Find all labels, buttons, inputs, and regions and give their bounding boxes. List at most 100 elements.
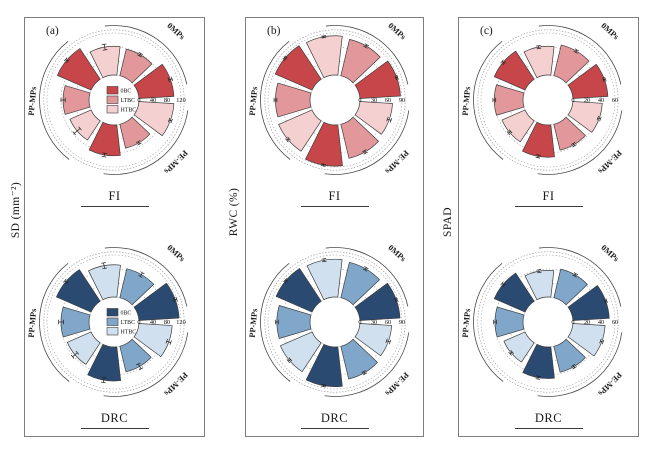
error-bar-PP-MPs-LTBC: [60, 97, 66, 103]
tick-label: 40: [150, 319, 156, 326]
rose-chart-spad-drc: 0 20 40 60 0MPs PP-MPs PE-MPs: [458, 238, 638, 410]
group-arc-label-PE-MPs: PE-MPs: [162, 148, 190, 176]
group-arc-PE-MPs: [103, 110, 189, 175]
rose-chart-sd-fi: 0 40 80 120 0BC LTBC HTBC 0MPs PP-MPs PE-MPs: [24, 16, 204, 188]
tick-label: 0: [137, 97, 140, 104]
error-bar-0MPs-LTBC: [138, 271, 145, 278]
legend-swatch: [106, 308, 119, 317]
wedge-PE-MPs-LTBC: [119, 338, 152, 373]
rose-chart-rwc-drc: 0 30 60 90 0MPs PP-MPs PE-MPs: [245, 238, 425, 410]
grid-ring: [480, 254, 616, 390]
error-bar-PP-MPs-HTBC: [70, 350, 80, 359]
tick-label: 80: [164, 97, 170, 104]
group-arc-label-0MPs: 0MPs: [386, 243, 408, 264]
rose-chart-rwc-fi: 0 30 60 90 0MPs PP-MPs PE-MPs: [245, 16, 425, 188]
rose-chart-spad-fi: 0 20 40 60 0MPs PP-MPs PE-MPs: [458, 16, 638, 188]
error-bar-PE-MPs-0BC: [535, 154, 541, 159]
tick-label: 60: [385, 319, 391, 326]
irrigation-block: FI: [25, 187, 204, 207]
tick-label: 30: [371, 319, 377, 326]
error-bar-PP-MPs-LTBC: [275, 319, 279, 325]
error-bar-PP-MPs-0BC: [283, 278, 289, 284]
legend: 0BC LTBC HTBC: [106, 86, 137, 114]
group-arc-label-0MPs: 0MPs: [386, 21, 408, 42]
irrigation-label-drc: DRC: [320, 411, 349, 425]
wedge-PE-MPs-0BC: [305, 122, 343, 167]
error-bar-0MPs-0BC: [394, 74, 399, 81]
error-bar-PE-MPs-0BC: [321, 384, 327, 388]
grid-ring: [46, 32, 182, 168]
error-bar-0MPs-HTBC: [101, 43, 108, 51]
wedge-0MPs-HTBC: [524, 270, 555, 300]
group-arc-PP-MPs: [473, 40, 504, 160]
group-arc-label-PP-MPs: PP-MPs: [27, 86, 39, 116]
tick-label: 40: [598, 97, 604, 104]
group-arc-label-0MPs: 0MPs: [599, 243, 621, 264]
wedge-0MPs-0BC: [133, 282, 180, 321]
rose-chart-svg: 0 30 60 90 0MPs PP-MPs PE-MPs: [248, 243, 411, 398]
wedge-PP-MPs-LTBC: [62, 85, 91, 115]
group-arc-PP-MPs: [260, 262, 291, 382]
group-arc-0MPs: [325, 247, 409, 307]
group-arc-label-PP-MPs: PP-MPs: [248, 308, 260, 338]
panel-letter-b: (b): [267, 25, 281, 37]
wedge-PE-MPs-LTBC: [119, 116, 151, 149]
irrigation-label-fi: FI: [542, 189, 555, 203]
wedge-PP-MPs-0BC: [274, 45, 322, 91]
error-bar-PP-MPs-LTBC: [273, 97, 278, 103]
wedge-PE-MPs-0BC: [88, 122, 121, 157]
error-bar-PP-MPs-LTBC: [493, 319, 497, 325]
outer-boundary-ring: [264, 251, 406, 393]
grid-ring: [46, 254, 182, 390]
wedge-PP-MPs-LTBC: [494, 306, 525, 338]
wedge-0MPs-LTBC: [340, 39, 381, 84]
group-arc-PE-MPs: [324, 110, 410, 175]
tick-label: 0: [358, 319, 361, 326]
wedge-0MPs-0BC: [567, 285, 610, 321]
error-bar-0MPs-LTBC: [363, 43, 370, 49]
group-arc-label-PE-MPs: PE-MPs: [383, 148, 411, 176]
tick-label: 20: [584, 97, 590, 104]
irrigation-label-drc: DRC: [100, 411, 129, 425]
group-arc-PE-MPs: [324, 332, 410, 397]
wedge-PE-MPs-HTBC: [354, 101, 393, 135]
tick-label: 60: [385, 97, 391, 104]
legend-label: 0BC: [121, 311, 132, 317]
error-bar-0MPs-0BC: [603, 298, 608, 304]
y-axis-label-sd: SD (mm⁻²): [10, 181, 22, 239]
error-bar-PP-MPs-HTBC: [285, 136, 291, 143]
tick-label: 0: [137, 319, 140, 326]
wedge-PP-MPs-HTBC: [66, 331, 101, 365]
legend-label: LTBC: [121, 320, 136, 326]
tick-label: 90: [399, 97, 405, 104]
group-arc-PE-MPs: [537, 110, 623, 175]
wedge-PP-MPs-0BC: [56, 269, 101, 313]
tick-label: 40: [598, 319, 604, 326]
wedge-PE-MPs-HTBC: [133, 101, 175, 137]
legend-swatch: [106, 317, 119, 326]
wedge-PP-MPs-LTBC: [60, 306, 91, 338]
error-bar-PP-MPs-0BC: [63, 278, 69, 285]
wedge-0MPs-0BC: [133, 63, 175, 99]
error-bar-PE-MPs-HTBC: [167, 117, 173, 124]
error-bar-PP-MPs-HTBC: [72, 126, 82, 136]
error-bar-PE-MPs-LTBC: [362, 149, 368, 155]
legend-label: HTBC: [121, 330, 137, 336]
error-bar-PE-MPs-LTBC: [136, 362, 144, 371]
group-arc-PE-MPs: [103, 332, 189, 397]
irrigation-label-fi: FI: [328, 189, 341, 203]
wedge-PE-MPs-HTBC: [354, 323, 392, 357]
wedge-0MPs-LTBC: [119, 48, 153, 84]
error-bar-PE-MPs-HTBC: [386, 116, 393, 123]
wedge-PP-MPs-0BC: [57, 48, 101, 91]
error-bar-PE-MPs-HTBC: [385, 338, 392, 345]
error-bar-0MPs-LTBC: [362, 266, 369, 272]
legend: 0BC LTBC HTBC: [106, 308, 137, 336]
wedge-0MPs-HTBC: [523, 45, 555, 78]
legend-label: HTBC: [121, 108, 137, 114]
wedge-PP-MPs-HTBC: [501, 109, 535, 143]
wedge-PP-MPs-HTBC: [503, 331, 535, 363]
error-bar-0MPs-0BC: [602, 76, 607, 83]
wedge-PP-MPs-HTBC: [280, 331, 322, 372]
error-bar-PE-MPs-LTBC: [135, 140, 142, 146]
